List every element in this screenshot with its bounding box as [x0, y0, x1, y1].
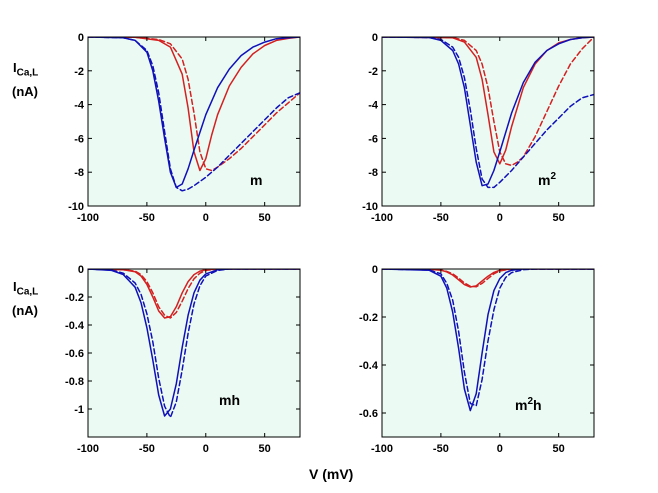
x-tick-label: 0 — [203, 212, 209, 224]
series-red-dashed — [88, 269, 300, 319]
series-red-dashed — [382, 269, 594, 288]
x-tick-label: 0 — [497, 212, 503, 224]
plot-area — [88, 37, 300, 206]
y-axis-label-top: ICa,L — [13, 61, 38, 81]
panel-label: m2h — [515, 396, 542, 413]
series-blue-dashed — [88, 37, 300, 192]
axes-frame — [381, 268, 595, 438]
x-tick-label: -50 — [139, 212, 155, 224]
series-blue-dashed — [88, 269, 300, 419]
series-red-dashed — [382, 37, 594, 167]
series-blue-solid — [88, 269, 300, 417]
series-blue-solid — [382, 37, 594, 187]
plot-area — [382, 37, 594, 206]
series-blue-dashed — [382, 269, 594, 407]
y-tick-label: -2 — [368, 66, 378, 78]
series-red-dashed — [88, 37, 300, 172]
x-tick-label: -50 — [433, 212, 449, 224]
y-tick-label: 0 — [372, 32, 378, 44]
y-tick-label: 0 — [372, 264, 378, 276]
panel-m2h: -100 -50 0 50 0 -0.2 -0.4 -0.6 m2h — [359, 264, 595, 455]
series-blue-solid — [88, 37, 300, 189]
y-axis-unit-bottom: (nA) — [12, 303, 38, 318]
panel-mh: -100 -50 0 50 0 -0.2 -0.4 -0.6 -0.8 -1 mh — [65, 264, 301, 455]
y-tick-label: -2 — [74, 66, 84, 78]
y-tick-label: -0.4 — [65, 320, 85, 332]
x-tick-label: -100 — [371, 212, 393, 224]
x-tick-label: -100 — [371, 443, 393, 455]
x-tick-label: -50 — [433, 443, 449, 455]
y-tick-label: -4 — [368, 100, 379, 112]
panel-label: m2 — [538, 171, 556, 188]
series-red-solid — [88, 37, 300, 172]
y-tick-label: 0 — [78, 264, 84, 276]
series-blue-dashed — [382, 37, 594, 189]
y-axis-unit-top: (nA) — [12, 84, 38, 99]
y-label-sub: Ca,L — [16, 67, 39, 79]
y-tick-label: -8 — [74, 167, 84, 179]
x-tick-label: 50 — [553, 443, 565, 455]
y-label-main: I — [13, 60, 17, 75]
series-blue-solid — [382, 269, 594, 412]
y-tick-label: -10 — [68, 201, 84, 213]
panel-m: -100 -50 0 50 0 -2 -4 -6 -8 -10 m — [68, 32, 301, 224]
y-tick-label: -6 — [74, 133, 84, 145]
x-tick-label: 0 — [497, 443, 503, 455]
panel-label: mh — [219, 392, 240, 408]
y-axis-label-bottom: ICa,L — [13, 280, 38, 300]
axes-frame — [87, 36, 301, 207]
x-tick-label: 0 — [203, 443, 209, 455]
y-tick-label: -0.2 — [359, 312, 378, 324]
y-tick-label: -0.4 — [359, 360, 379, 372]
y-tick-label: -4 — [74, 100, 85, 112]
plot-area — [382, 269, 594, 437]
x-tick-label: -50 — [139, 443, 155, 455]
y-tick-label: -1 — [74, 404, 84, 416]
y-label-sub: Ca,L — [16, 286, 39, 298]
y-tick-label: -0.6 — [359, 408, 378, 420]
axes-frame — [381, 36, 595, 207]
panel-label: m — [250, 172, 262, 188]
y-tick-label: -6 — [368, 133, 378, 145]
y-tick-label: -0.8 — [65, 376, 84, 388]
x-tick-label: -100 — [77, 443, 99, 455]
y-tick-label: -8 — [368, 167, 378, 179]
y-tick-label: -0.2 — [65, 292, 84, 304]
y-label-main: I — [13, 279, 17, 294]
x-tick-label: -100 — [77, 212, 99, 224]
plot-area — [88, 269, 300, 437]
y-tick-label: -0.6 — [65, 348, 84, 360]
x-tick-label: 50 — [553, 212, 565, 224]
y-tick-label: 0 — [78, 32, 84, 44]
x-tick-label: 50 — [259, 212, 271, 224]
y-tick-label: -10 — [362, 201, 378, 213]
panel-m2: -100 -50 0 50 0 -2 -4 -6 -8 -10 m2 — [362, 32, 595, 224]
x-tick-label: 50 — [259, 443, 271, 455]
x-axis-label: V (mV) — [309, 466, 354, 482]
